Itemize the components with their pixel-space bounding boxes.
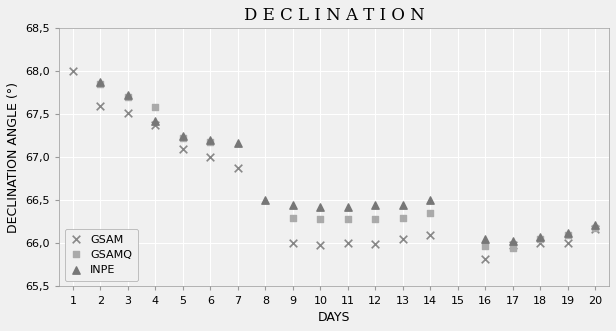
GSAM <box>426 232 436 237</box>
GSAMQ <box>426 211 436 216</box>
GSAM <box>206 155 216 160</box>
GSAMQ <box>288 215 298 220</box>
INPE <box>398 202 408 207</box>
GSAM <box>95 103 105 108</box>
X-axis label: DAYS: DAYS <box>318 311 351 324</box>
GSAMQ <box>95 81 105 87</box>
INPE <box>123 93 133 98</box>
INPE <box>508 238 518 244</box>
INPE <box>563 230 573 236</box>
GSAM <box>288 241 298 246</box>
GSAMQ <box>370 217 380 222</box>
GSAM <box>563 241 573 246</box>
GSAMQ <box>315 217 325 222</box>
GSAM <box>590 226 600 231</box>
GSAM <box>398 236 408 242</box>
INPE <box>288 202 298 207</box>
GSAMQ <box>508 245 518 250</box>
INPE <box>261 198 270 203</box>
GSAMQ <box>535 236 545 242</box>
GSAMQ <box>178 136 188 141</box>
INPE <box>233 140 243 145</box>
INPE <box>343 205 353 210</box>
GSAM <box>315 243 325 248</box>
INPE <box>150 118 160 124</box>
INPE <box>590 222 600 227</box>
GSAMQ <box>150 105 160 110</box>
GSAMQ <box>343 217 353 222</box>
GSAM <box>535 241 545 246</box>
GSAMQ <box>206 139 216 145</box>
GSAMQ <box>590 225 600 231</box>
Legend: GSAM, GSAMQ, INPE: GSAM, GSAMQ, INPE <box>65 229 138 281</box>
INPE <box>480 236 490 242</box>
INPE <box>370 202 380 207</box>
GSAMQ <box>480 243 490 249</box>
GSAM <box>480 256 490 261</box>
Y-axis label: DECLINATION ANGLE (°): DECLINATION ANGLE (°) <box>7 82 20 233</box>
GSAM <box>178 146 188 151</box>
GSAM <box>68 69 78 74</box>
INPE <box>315 205 325 210</box>
GSAMQ <box>123 94 133 100</box>
GSAM <box>150 122 160 127</box>
INPE <box>206 137 216 143</box>
INPE <box>426 198 436 203</box>
Title: D E C L I N A T I O N: D E C L I N A T I O N <box>244 7 424 24</box>
INPE <box>95 79 105 84</box>
GSAM <box>123 110 133 115</box>
GSAM <box>370 242 380 247</box>
INPE <box>535 234 545 239</box>
GSAMQ <box>398 215 408 220</box>
INPE <box>178 133 188 138</box>
GSAM <box>508 243 518 248</box>
GSAM <box>233 165 243 170</box>
GSAM <box>343 241 353 246</box>
GSAMQ <box>563 232 573 237</box>
